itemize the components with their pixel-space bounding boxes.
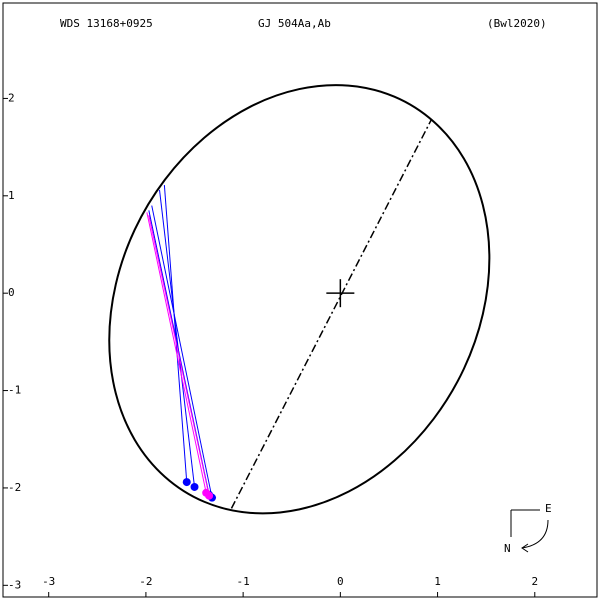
observation	[182, 478, 191, 487]
y-tick-label: -3	[8, 578, 21, 591]
compass: E N	[504, 502, 552, 555]
x-tick-label: 2	[531, 575, 538, 588]
orbit-ellipse	[108, 84, 491, 515]
compass-arrowhead	[521, 543, 529, 553]
residual-line	[159, 189, 196, 488]
residual-line	[163, 185, 188, 483]
node-line	[230, 118, 433, 509]
chart-title: WDS 13168+0925	[60, 17, 153, 30]
compass-east-label: E	[545, 502, 552, 515]
chart-subtitle: GJ 504Aa,Ab	[258, 17, 331, 30]
compass-north-label: N	[504, 542, 511, 555]
observation	[190, 482, 199, 491]
y-tick-label: 2	[8, 91, 15, 104]
x-tick-label: 1	[434, 575, 441, 588]
x-tick-label: 0	[337, 575, 344, 588]
y-tick-label: 1	[8, 189, 15, 202]
x-tick-label: -1	[237, 575, 250, 588]
y-tick-label: -1	[8, 384, 21, 397]
x-tick-label: -3	[42, 575, 55, 588]
residual-line	[151, 205, 213, 498]
x-tick-label: -2	[139, 575, 152, 588]
residual-line	[148, 215, 210, 496]
reference: (Bwl2020)	[487, 17, 547, 30]
residual-line	[146, 212, 207, 493]
compass-arrow	[521, 519, 549, 549]
y-tick-label: -2	[8, 481, 21, 494]
observation	[205, 491, 214, 500]
y-tick-label: 0	[8, 286, 15, 299]
